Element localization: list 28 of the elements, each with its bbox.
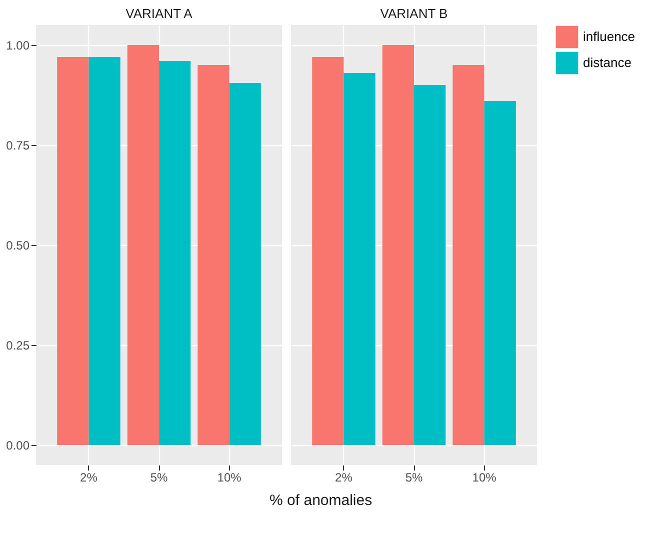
bar <box>382 45 414 445</box>
chart-title: VARIANT A <box>126 6 193 21</box>
bar <box>198 65 230 445</box>
bar <box>312 57 344 445</box>
chart-title: VARIANT B <box>380 6 448 21</box>
legend-label: distance <box>583 55 632 70</box>
bar <box>484 101 516 445</box>
x-tick-label: 10% <box>217 470 242 484</box>
bar <box>57 57 89 445</box>
x-tick-label: 2% <box>80 470 98 484</box>
legend-label: influence <box>583 29 636 44</box>
y-tick-label: 0.50 <box>6 238 30 252</box>
bar <box>344 73 376 445</box>
x-tick-label: 5% <box>405 470 423 484</box>
bar <box>229 83 261 445</box>
x-tick-label: 2% <box>335 470 353 484</box>
bar <box>88 57 120 445</box>
x-tick-label: 10% <box>472 470 497 484</box>
y-tick-label: 1.00 <box>6 38 30 52</box>
bar <box>127 45 159 445</box>
bar <box>159 61 191 445</box>
x-tick-label: 5% <box>150 470 168 484</box>
y-tick-label: 0.25 <box>6 338 30 352</box>
y-tick-label: 0.75 <box>6 138 30 152</box>
x-axis-title: % of anomalies <box>270 492 372 509</box>
bar <box>452 65 484 445</box>
bar <box>414 85 446 445</box>
y-tick-label: 0.00 <box>6 438 30 452</box>
